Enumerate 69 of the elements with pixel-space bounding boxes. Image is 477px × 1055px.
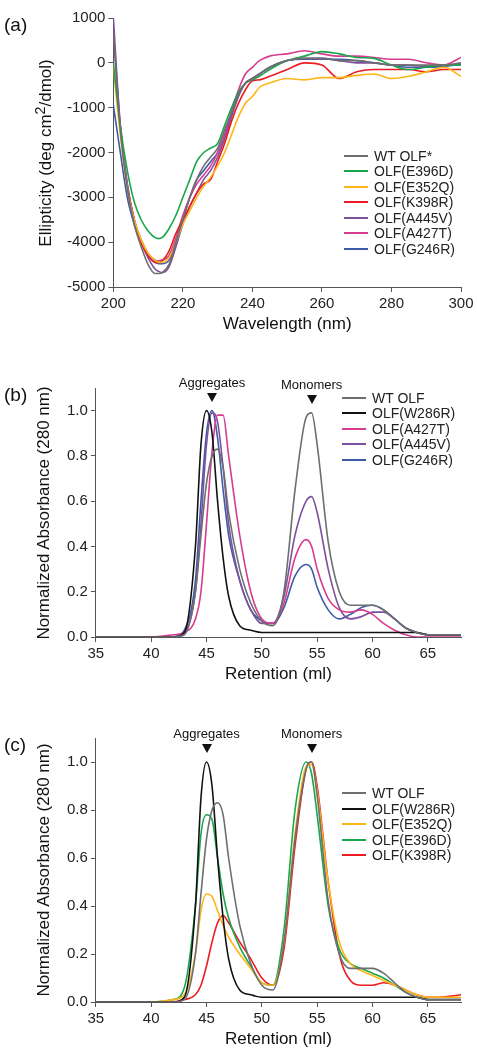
x-tick-label: 35 <box>87 1009 105 1027</box>
chart-title: (c) <box>4 734 27 756</box>
y-tick-label: 0.4 <box>66 536 88 554</box>
x-tick-label: 280 <box>378 294 404 312</box>
y-tick-label: -4000 <box>66 232 106 250</box>
chart-title: (a) <box>4 14 28 36</box>
x-tick-label: 60 <box>364 1009 381 1027</box>
legend-label: OLF(E396D) <box>374 163 454 180</box>
x-axis-title: Retention (ml) <box>225 664 332 684</box>
x-tick-label: 260 <box>309 294 335 312</box>
legend-label: OLF(A445V) <box>374 209 453 226</box>
legend-label: OLF(K398R) <box>372 847 452 864</box>
x-tick-label: 45 <box>198 1009 215 1027</box>
legend-label: OLF(K398R) <box>374 194 454 211</box>
y-tick-label: -3000 <box>66 187 106 205</box>
y-tick-label: 0.8 <box>66 446 88 464</box>
y-tick-label: -2000 <box>66 142 106 160</box>
x-axis-title: Wavelength (nm) <box>222 314 352 334</box>
legend-label: OLF(G246R) <box>372 451 453 468</box>
x-tick-label: 65 <box>419 1009 437 1027</box>
legend-label: OLF(G246R) <box>374 240 455 257</box>
line-series <box>113 50 461 240</box>
x-axis-title: Retention (ml) <box>225 1029 332 1049</box>
legend-label: OLF(W286R) <box>372 800 456 817</box>
x-tick-label: 65 <box>419 644 437 662</box>
legend-label: OLF(E352Q) <box>372 816 453 833</box>
y-tick-label: 0.0 <box>66 992 88 1010</box>
y-tick-label: 1.0 <box>66 400 88 418</box>
annotation: Monomers <box>280 726 343 741</box>
annotation: Monomers <box>280 376 343 392</box>
legend-label: WT OLF <box>372 785 425 802</box>
x-tick-label: 40 <box>142 1009 160 1027</box>
y-tick-label: 1000 <box>71 8 106 26</box>
y-axis-title: Normalized Absorbance (280 nm) <box>34 385 54 640</box>
y-tick-label: 0.4 <box>66 896 88 914</box>
x-tick-label: 200 <box>100 294 126 312</box>
x-tick-label: 35 <box>87 644 105 662</box>
legend-label: OLF(E396D) <box>372 831 452 848</box>
legend-label: WT OLF <box>372 389 425 406</box>
x-tick-label: 55 <box>308 644 326 662</box>
legend-label: OLF(W286R) <box>372 405 456 422</box>
y-tick-label: 0.0 <box>66 627 88 645</box>
x-tick-label: 300 <box>448 294 474 312</box>
x-tick-label: 55 <box>308 1009 326 1027</box>
y-tick-label: 0.2 <box>66 581 88 599</box>
x-tick-label: 40 <box>142 644 160 662</box>
x-tick-label: 240 <box>239 294 265 312</box>
legend-label: OLF(A427T) <box>374 225 452 242</box>
legend-label: OLF(E352Q) <box>374 178 455 195</box>
chart-title: (b) <box>4 384 28 406</box>
x-tick-label: 45 <box>198 644 215 662</box>
y-tick-label: 0.6 <box>66 491 88 509</box>
x-tick-label: 220 <box>170 294 196 312</box>
x-tick-label: 50 <box>253 1009 271 1027</box>
legend-label: OLF(A445V) <box>372 436 451 453</box>
y-tick-label: -1000 <box>66 97 106 115</box>
y-axis-title: Normalized Absorbance (280 nm) <box>34 743 54 997</box>
x-tick-label: 50 <box>253 644 271 662</box>
y-tick-label: 1.0 <box>66 752 88 770</box>
legend-label: OLF(A427T) <box>372 420 450 437</box>
y-tick-label: 0.8 <box>66 800 88 818</box>
y-tick-label: 0 <box>97 52 106 70</box>
annotation: Aggregates <box>178 374 246 390</box>
annotation: Aggregates <box>173 726 240 741</box>
legend-label: WT OLF* <box>374 147 433 164</box>
y-tick-label: 0.6 <box>66 848 88 866</box>
y-tick-label: -5000 <box>66 277 106 295</box>
y-tick-label: 0.2 <box>66 944 88 962</box>
x-tick-label: 60 <box>364 644 381 662</box>
